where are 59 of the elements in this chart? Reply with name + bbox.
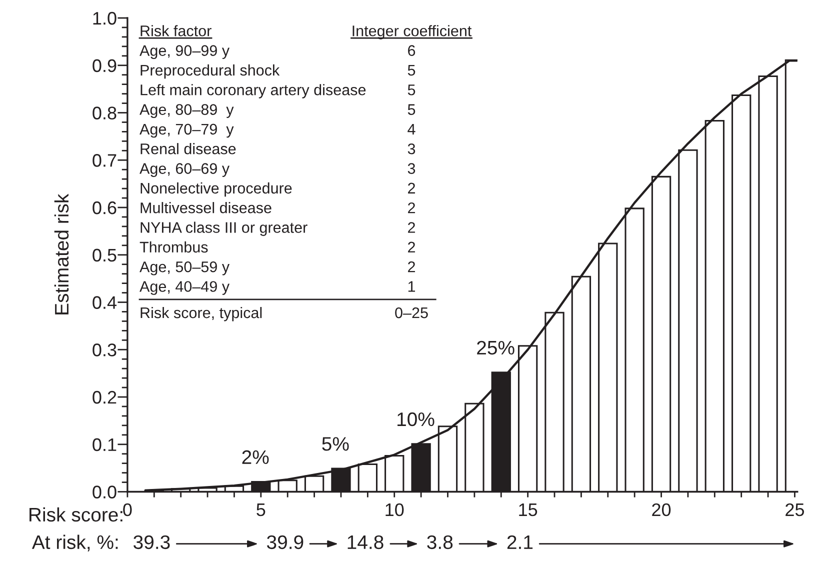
x-tick-label: 5	[256, 504, 266, 516]
annotation: Age, 40–49 y	[140, 281, 230, 295]
annotation: Age, 60–69 y	[140, 163, 230, 177]
y-tick-label: 1.0	[93, 12, 116, 25]
annotation: Thrombus	[140, 241, 208, 253]
annotation: 2	[408, 202, 415, 214]
y-axis-title: Estimated risk	[54, 194, 69, 314]
text: Risk score:	[30, 507, 122, 522]
annotation: Nonelective procedure	[140, 182, 292, 197]
annotation: 2	[408, 242, 415, 252]
annotation: 2%	[242, 450, 269, 464]
y-tick-label: 0.9	[92, 59, 116, 72]
y-tick-label: 0.1	[92, 438, 116, 452]
annotation: 5	[408, 104, 416, 115]
y-tick-label: 0.2	[92, 390, 116, 404]
annotation: Risk score, typical	[140, 306, 262, 322]
annotation: Integer coefficient	[352, 25, 472, 40]
text: 14.8	[348, 535, 384, 550]
annotation: Age, 70–79 y	[140, 124, 234, 138]
annotation: Risk factor	[140, 25, 212, 36]
text: At risk, %:	[32, 534, 118, 552]
annotation: Renal disease	[140, 143, 236, 154]
annotation: 10%	[398, 412, 434, 426]
x-tick-label: 25	[786, 503, 804, 516]
y-tick-label: 0.7	[92, 154, 116, 167]
annotation: 5	[408, 84, 416, 96]
annotation: Left main coronary artery disease	[140, 84, 366, 98]
annotation: 5%	[322, 437, 349, 451]
annotation: 6	[408, 45, 416, 56]
annotation: 1	[408, 281, 416, 292]
y-tick-label: 0.5	[92, 248, 116, 262]
annotation: Age, 50–59 y	[140, 261, 230, 276]
x-tick-label: 15	[519, 504, 538, 516]
annotation: 2	[408, 261, 415, 272]
annotation: Age, 90–99 y	[140, 45, 230, 59]
annotation: 4	[408, 124, 416, 134]
annotation: 5	[408, 64, 416, 76]
y-tick-label: 0.8	[92, 106, 116, 120]
annotation: 0–25	[395, 307, 428, 318]
annotation: Multivessel disease	[140, 202, 272, 214]
x-tick-label: 0	[123, 503, 132, 516]
annotation: 3	[408, 163, 416, 174]
annotation: Age, 80–89 y	[140, 104, 234, 118]
y-tick-label: 0.4	[92, 296, 117, 309]
text: 39.9	[266, 535, 304, 550]
x-tick-label: 10	[386, 503, 404, 516]
annotation: Preprocedural shock	[140, 64, 280, 79]
x-tick-label: 20	[652, 503, 671, 516]
annotation: 25%	[477, 340, 514, 355]
text: 2.1	[507, 535, 533, 549]
annotation: 3	[408, 143, 416, 154]
text: 3.8	[427, 535, 453, 550]
text: 39.3	[134, 535, 170, 550]
y-tick-label: 0.6	[92, 201, 116, 214]
annotation: 2	[408, 182, 415, 194]
y-tick-label: 0.3	[92, 344, 116, 356]
y-tick-label: 0.0	[92, 486, 116, 498]
annotation: 2	[408, 222, 415, 233]
annotation: NYHA class III or greater	[140, 222, 308, 236]
